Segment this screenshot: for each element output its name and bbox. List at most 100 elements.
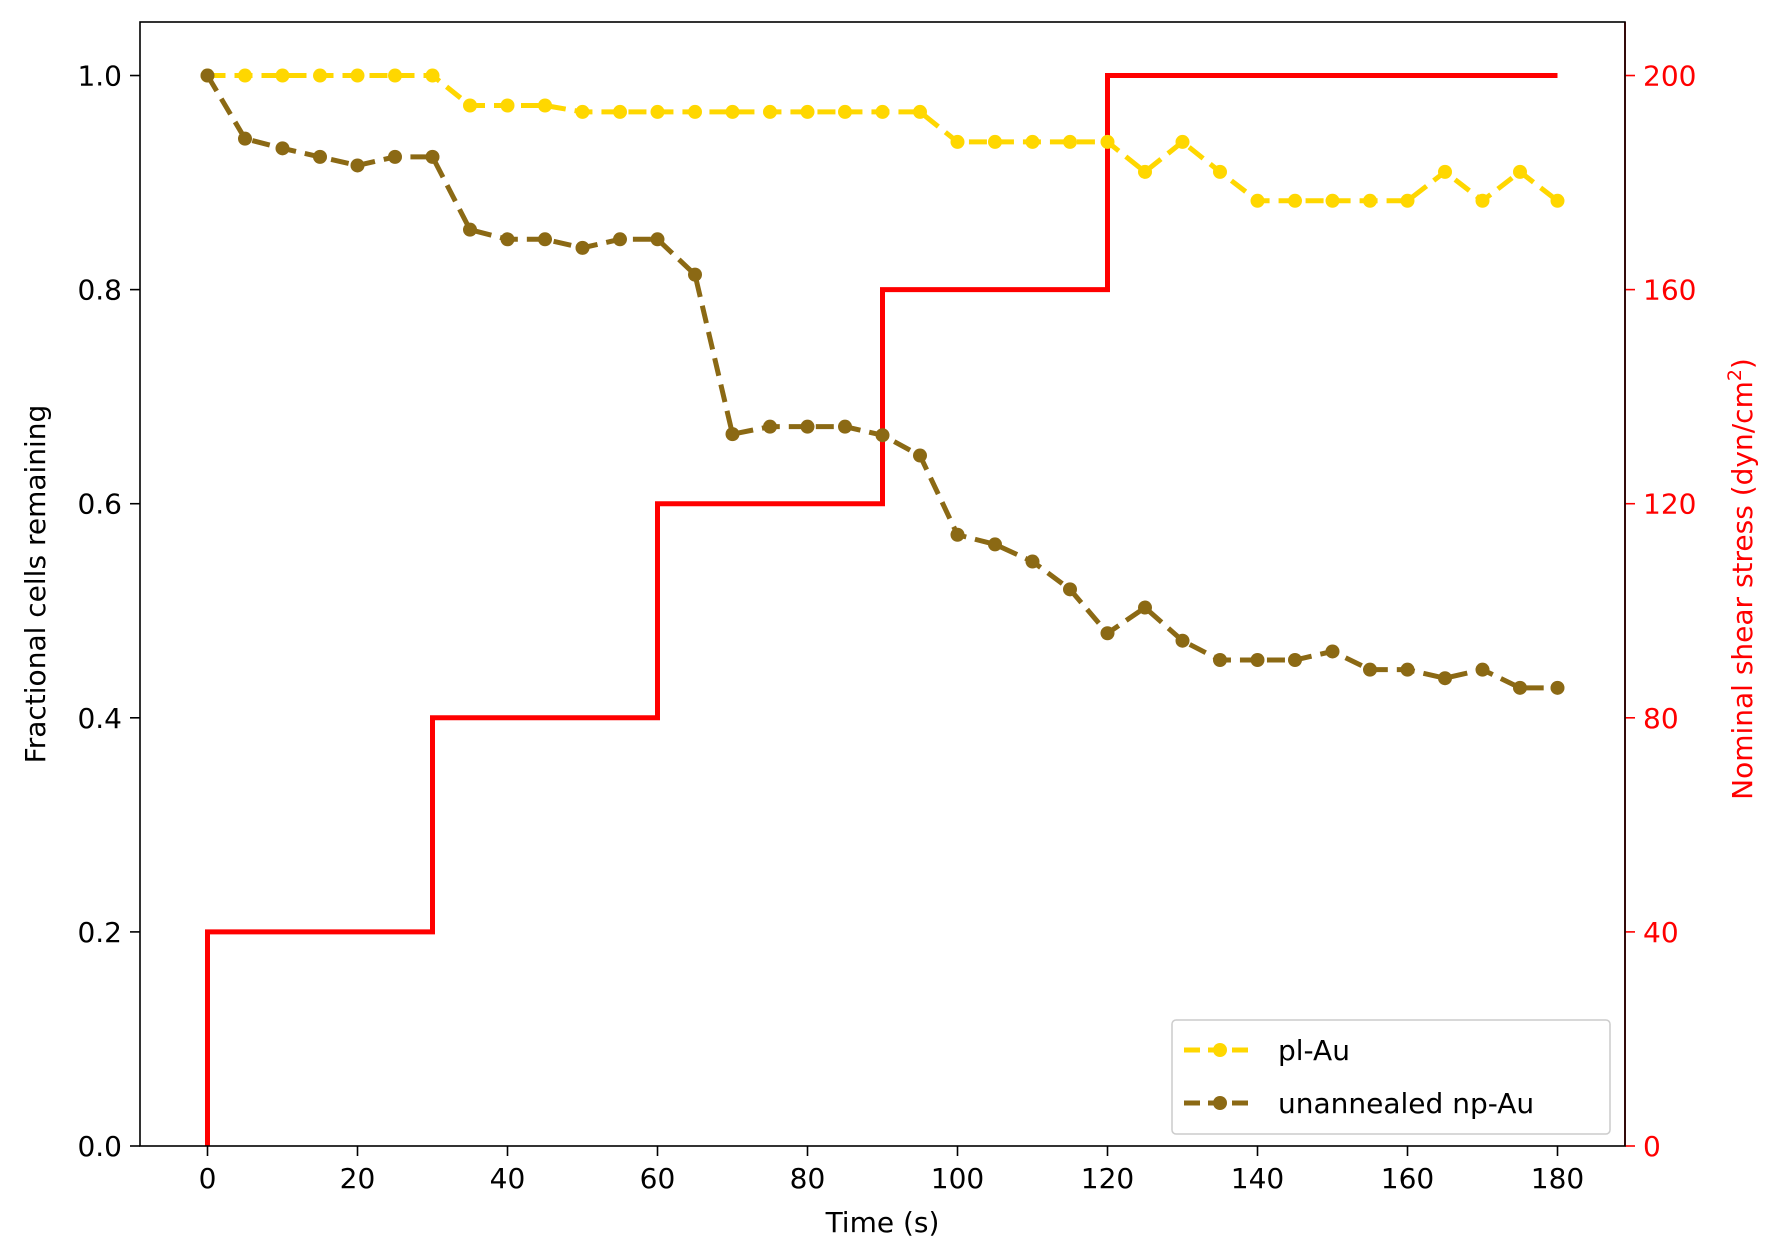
data-point-series-1 <box>1475 662 1490 677</box>
x-tick-label: 60 <box>640 1162 676 1195</box>
data-point-series-1 <box>1138 600 1152 615</box>
y-tick-label-right: 80 <box>1643 702 1679 735</box>
y-tick-label-right: 120 <box>1643 488 1696 521</box>
x-tick-label: 160 <box>1381 1162 1434 1195</box>
data-point-series-0 <box>425 68 440 83</box>
x-tick-label: 140 <box>1231 1162 1284 1195</box>
data-point-series-1 <box>275 141 290 156</box>
data-point-series-0 <box>725 104 740 119</box>
data-point-series-1 <box>1325 644 1340 659</box>
x-tick-label: 180 <box>1531 1162 1584 1195</box>
data-point-series-0 <box>538 98 552 113</box>
y-tick-label-right: 160 <box>1643 274 1696 307</box>
y-axis-left: 0.0 0.2 0.4 0.6 0.8 1.0 <box>77 60 140 1163</box>
data-point-series-1 <box>838 419 852 434</box>
y-tick-label-right: 0 <box>1643 1130 1661 1163</box>
y-tick-label-left: 0.2 <box>77 916 122 949</box>
data-point-series-0 <box>950 134 965 149</box>
y-tick-label-right: 40 <box>1643 916 1679 949</box>
data-point-series-1 <box>1213 653 1227 668</box>
data-point-series-0 <box>763 104 777 119</box>
data-point-series-1 <box>613 232 627 247</box>
x-tick-label: 40 <box>490 1162 526 1195</box>
data-point-series-0 <box>575 104 590 119</box>
data-point-series-1 <box>500 232 515 247</box>
legend-swatch-marker <box>1213 1096 1227 1110</box>
x-tick-label: 100 <box>931 1162 984 1195</box>
data-point-series-1 <box>313 149 327 164</box>
y-tick-label-left: 0.4 <box>77 702 122 735</box>
data-point-series-0 <box>1288 193 1302 208</box>
data-point-series-1 <box>388 149 402 164</box>
x-tick-label: 80 <box>790 1162 826 1195</box>
data-point-series-1 <box>1363 662 1377 677</box>
data-point-series-0 <box>875 104 890 119</box>
y-tick-label-right: 200 <box>1643 60 1696 93</box>
legend-label: unannealed np-Au <box>1278 1087 1534 1120</box>
x-tick-label: 20 <box>340 1162 376 1195</box>
legend-box <box>1171 1019 1611 1135</box>
axes-frame <box>139 21 1626 1147</box>
data-point-series-0 <box>238 68 252 83</box>
data-point-series-1 <box>575 240 590 255</box>
data-point-series-1 <box>875 428 890 443</box>
data-point-series-1 <box>725 427 740 442</box>
data-point-series-0 <box>1250 193 1265 208</box>
data-point-series-0 <box>838 104 852 119</box>
y-tick-label-left: 1.0 <box>77 60 122 93</box>
data-point-series-1 <box>688 267 702 282</box>
y-tick-label-left: 0.0 <box>77 1130 122 1163</box>
legend: pl-Au unannealed np-Au <box>1171 1019 1611 1135</box>
data-point-series-1 <box>913 448 927 463</box>
data-point-series-0 <box>688 104 702 119</box>
data-point-series-0 <box>1063 134 1077 149</box>
data-point-series-1 <box>988 537 1002 552</box>
data-point-series-1 <box>238 131 252 146</box>
data-point-series-1 <box>463 222 477 237</box>
data-point-series-1 <box>425 149 440 164</box>
data-point-series-0 <box>1025 134 1040 149</box>
data-point-series-0 <box>613 104 627 119</box>
data-point-series-0 <box>1100 134 1115 149</box>
data-point-series-1 <box>1100 626 1115 641</box>
data-point-series-0 <box>1325 193 1340 208</box>
data-point-series-0 <box>1475 193 1490 208</box>
legend-label: pl-Au <box>1278 1034 1350 1067</box>
plot-area <box>200 68 1565 1146</box>
x-axis: 0 20 40 60 80 100 120 140 160 180 <box>199 1146 1584 1195</box>
data-point-series-1 <box>950 527 965 542</box>
data-point-series-0 <box>1400 193 1415 208</box>
data-point-series-1 <box>1288 653 1302 668</box>
data-point-series-1 <box>763 419 777 434</box>
data-point-series-0 <box>1213 164 1227 179</box>
data-point-series-1 <box>1250 653 1265 668</box>
data-point-series-1 <box>1438 671 1452 686</box>
data-point-series-0 <box>1513 164 1527 179</box>
x-tick-label: 0 <box>199 1162 217 1195</box>
data-point-series-1 <box>200 68 215 83</box>
data-point-series-0 <box>388 68 402 83</box>
data-point-series-0 <box>1363 193 1377 208</box>
data-point-series-1 <box>1550 680 1565 695</box>
data-point-series-0 <box>800 104 815 119</box>
data-point-series-1 <box>1400 662 1415 677</box>
data-point-series-0 <box>313 68 327 83</box>
x-axis-label: Time (s) <box>825 1206 940 1239</box>
data-point-series-1 <box>1063 582 1077 597</box>
data-point-series-1 <box>1025 554 1040 569</box>
data-point-series-0 <box>1550 193 1565 208</box>
data-point-series-0 <box>275 68 290 83</box>
y-tick-label-left: 0.6 <box>77 488 122 521</box>
data-point-series-1 <box>650 232 665 247</box>
y-axis-label-right: Nominal shear stress (dyn/cm2) <box>1724 358 1759 800</box>
data-point-series-1 <box>800 419 815 434</box>
data-point-series-0 <box>1175 134 1190 149</box>
legend-swatch-marker <box>1213 1043 1227 1057</box>
data-point-series-0 <box>913 104 927 119</box>
stress-step-line <box>205 73 1558 1146</box>
data-point-series-0 <box>500 98 515 113</box>
data-point-series-0 <box>650 104 665 119</box>
data-point-series-1 <box>350 158 365 173</box>
data-point-series-0 <box>463 98 477 113</box>
